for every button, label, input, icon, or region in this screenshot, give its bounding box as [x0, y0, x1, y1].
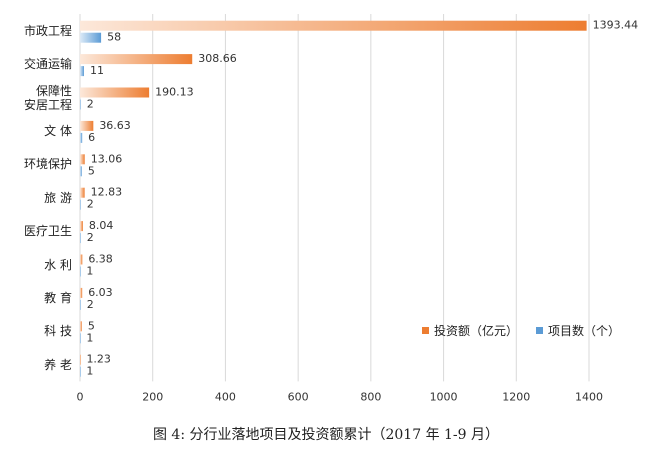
bar: [80, 221, 83, 232]
value-label: 13.06: [91, 152, 123, 165]
value-label: 1: [86, 265, 93, 278]
value-label: 6: [88, 131, 95, 144]
value-label: 11: [90, 64, 104, 77]
category-label: 医疗卫生: [23, 224, 72, 239]
value-label: 2: [87, 231, 94, 244]
value-label: 8.04: [89, 219, 114, 232]
x-tick-label: 200: [142, 390, 163, 403]
value-label: 12.83: [91, 186, 123, 199]
bar: [80, 132, 83, 143]
value-label: 36.63: [99, 119, 131, 132]
bar: [80, 20, 587, 31]
category-label: 文 体: [44, 123, 72, 138]
bar: [80, 321, 82, 332]
bar: [80, 233, 81, 244]
category-label: 市政工程: [23, 23, 72, 38]
value-label: 1393.44: [593, 19, 639, 32]
bar: [80, 187, 85, 198]
bar: [80, 287, 83, 298]
x-tick-label: 800: [360, 390, 381, 403]
bar: [80, 354, 81, 365]
value-label: 6.03: [88, 286, 113, 299]
category-label: 交通运输: [23, 57, 72, 72]
bar: [80, 333, 81, 344]
bar: [80, 254, 83, 265]
value-label: 6.38: [88, 253, 113, 266]
x-tick-label: 1000: [430, 390, 458, 403]
legend-item: 投资额（亿元）: [422, 322, 518, 339]
bar: [80, 54, 193, 65]
x-tick-label: 1200: [502, 390, 530, 403]
bar: [80, 166, 82, 177]
bar: [80, 87, 150, 98]
value-label: 2: [87, 98, 94, 111]
bar: [80, 66, 84, 77]
bar: [80, 154, 85, 165]
bar: [80, 366, 81, 377]
bar: [80, 99, 81, 110]
legend-item: 项目数（个）: [536, 322, 620, 339]
bar: [80, 120, 94, 131]
category-label: 保障性 安居工程: [23, 83, 72, 112]
x-tick-label: 1400: [575, 390, 603, 403]
value-label: 58: [107, 31, 121, 44]
legend-label: 项目数（个）: [548, 324, 621, 338]
value-label: 1: [86, 331, 93, 344]
value-label: 2: [87, 298, 94, 311]
category-label: 环境保护: [23, 157, 72, 172]
category-label: 科 技: [44, 324, 72, 339]
legend-swatch: [422, 327, 429, 334]
legend-label: 投资额（亿元）: [434, 324, 519, 338]
legend-swatch: [536, 327, 543, 334]
category-label: 水 利: [44, 257, 72, 272]
value-label: 1: [86, 365, 93, 378]
bar: [80, 266, 81, 277]
value-label: 308.66: [198, 52, 237, 65]
value-label: 190.13: [155, 86, 194, 99]
value-label: 2: [87, 198, 94, 211]
value-label: 1.23: [86, 353, 111, 366]
category-label: 旅 游: [44, 190, 72, 205]
x-tick-label: 600: [288, 390, 309, 403]
category-label: 养 老: [44, 357, 72, 372]
x-tick-label: 400: [215, 390, 236, 403]
value-label: 5: [88, 164, 95, 177]
bar: [80, 199, 81, 210]
category-label: 教 育: [44, 290, 72, 305]
bar: [80, 32, 102, 43]
bar: [80, 299, 81, 310]
value-label: 5: [88, 319, 95, 332]
x-tick-label: 0: [77, 390, 84, 403]
chart-title: 图 4: 分行业落地项目及投资额累计（2017 年 1-9 月）: [152, 427, 500, 443]
